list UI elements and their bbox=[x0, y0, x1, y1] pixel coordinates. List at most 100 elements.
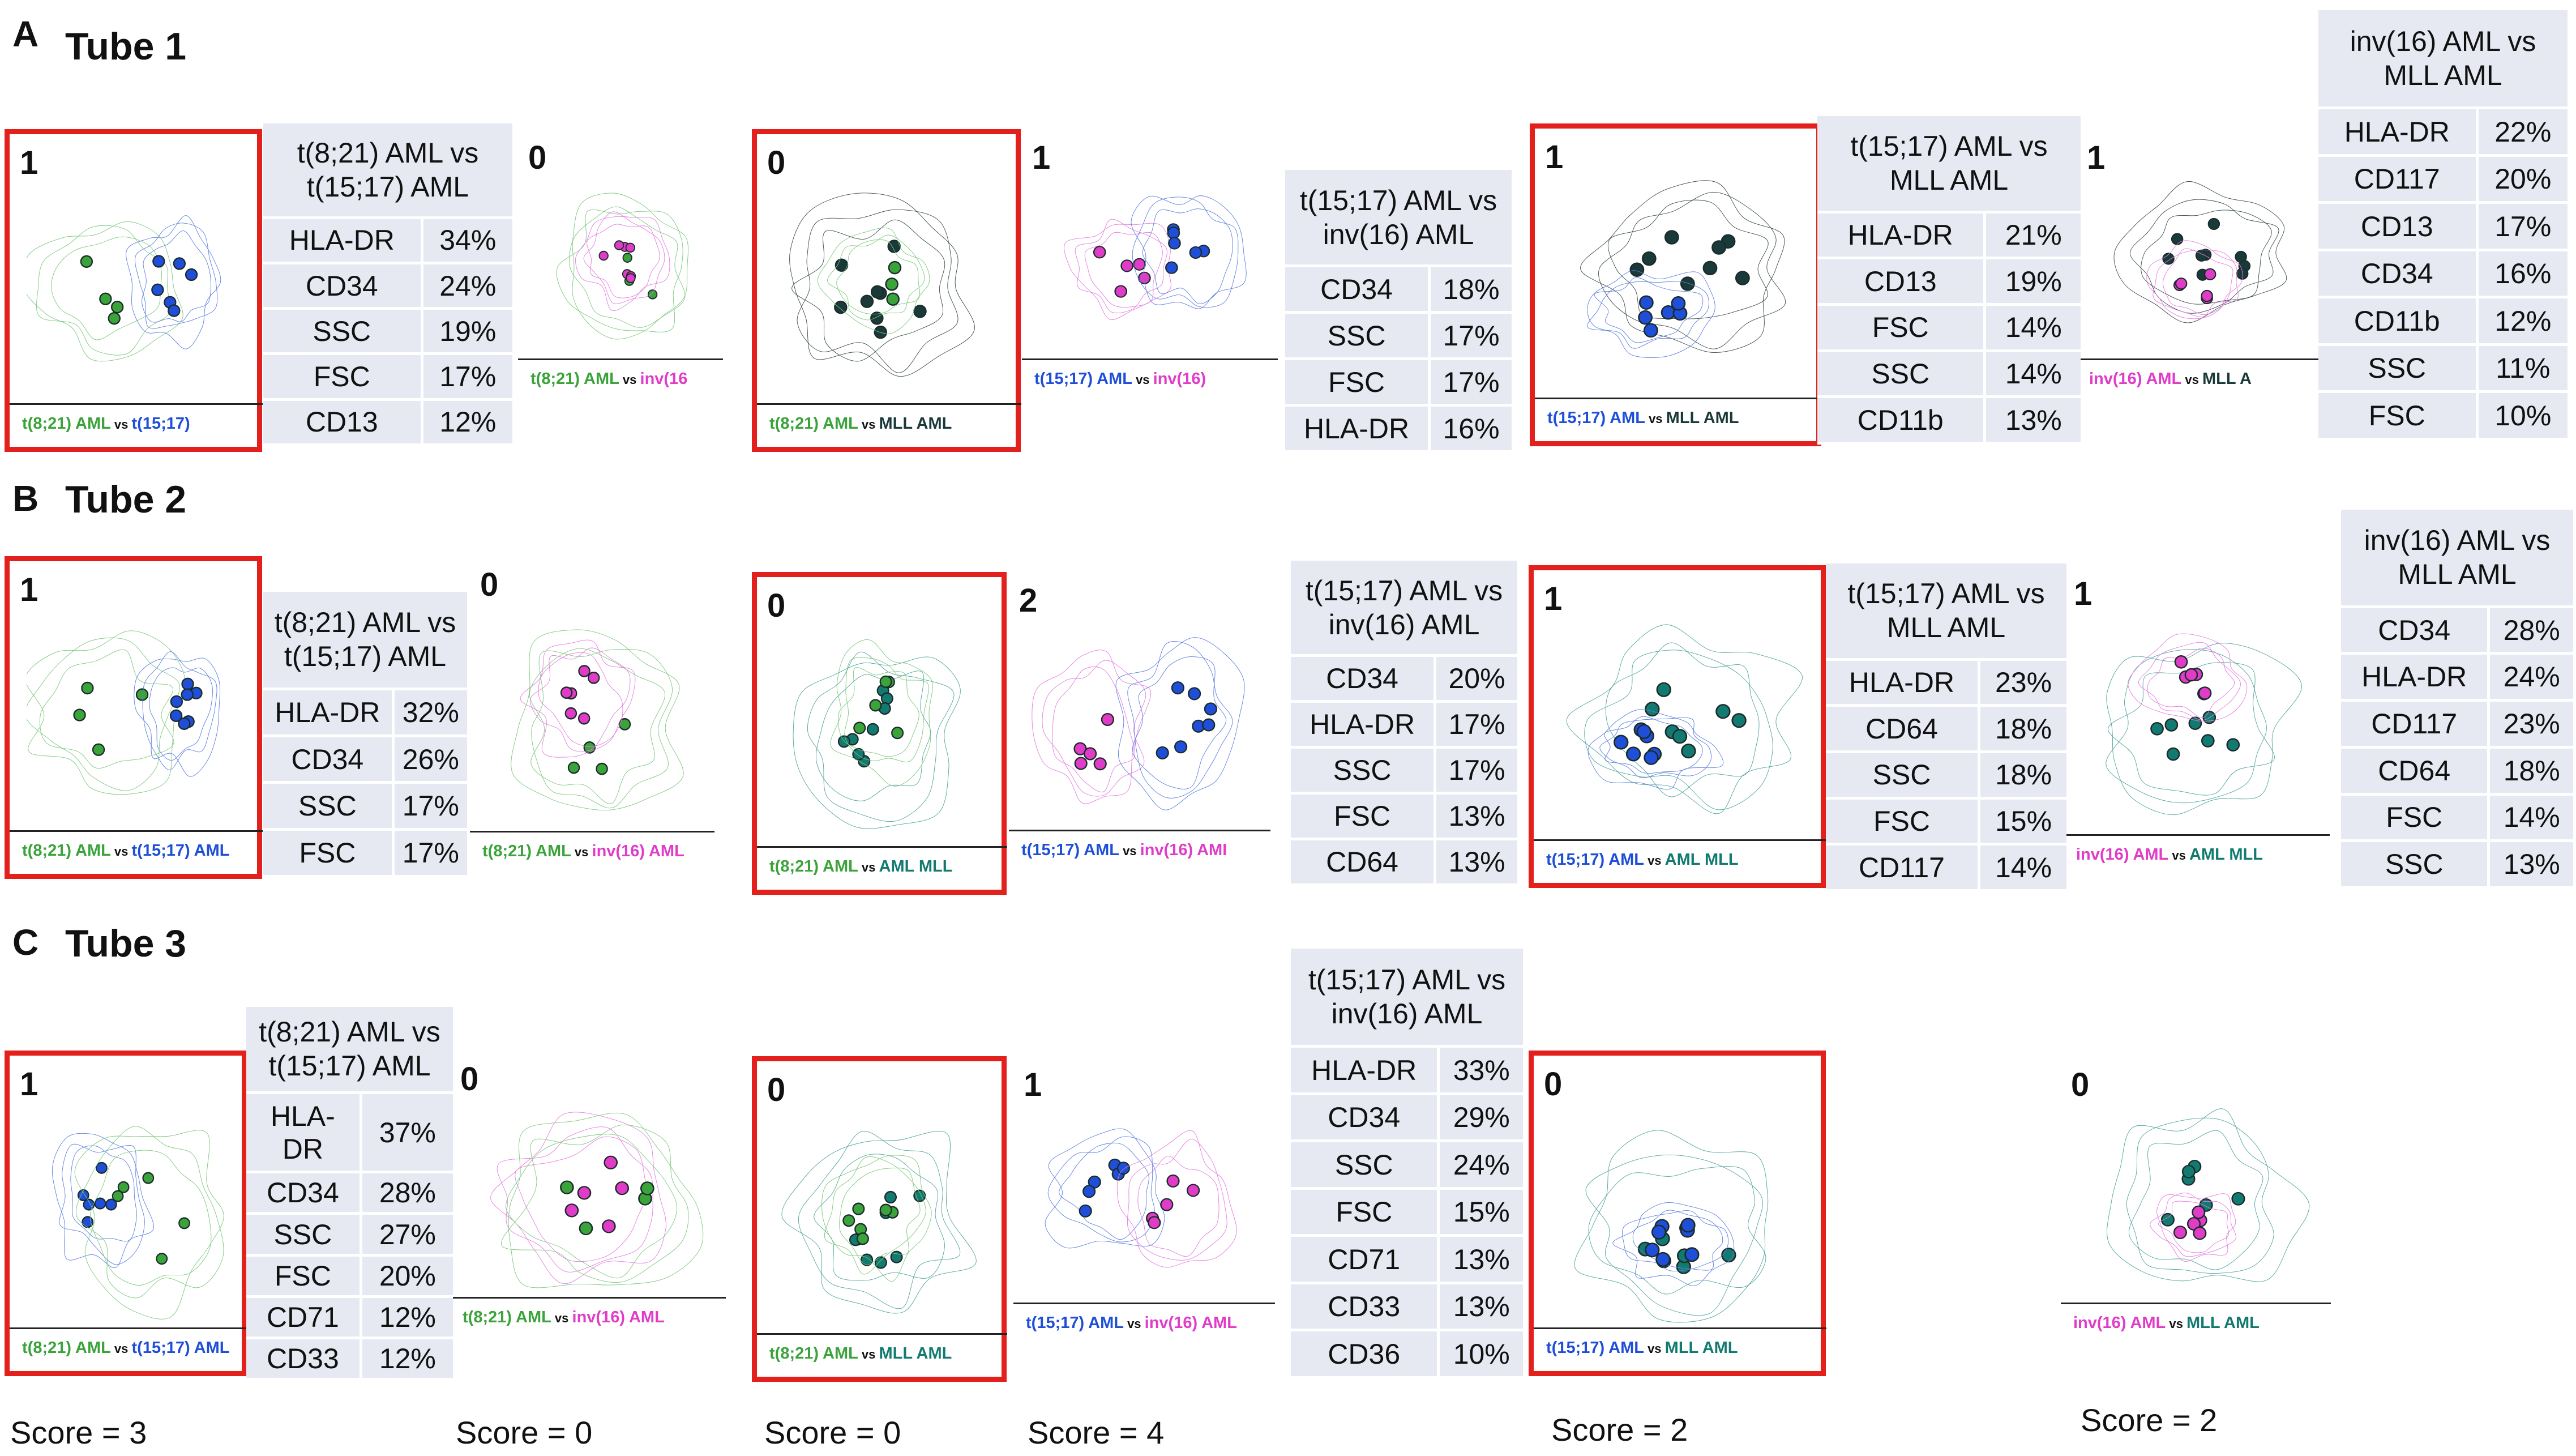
marker-name: HLA-DR bbox=[2318, 108, 2479, 157]
marker-percent: 18% bbox=[1979, 705, 2066, 753]
similarity-panel: 1 t(8;21) AML vs t(15;17) AML bbox=[5, 556, 263, 879]
density-contour bbox=[1586, 1155, 1762, 1315]
density-contour bbox=[792, 220, 945, 361]
cluster-centroid bbox=[1656, 682, 1671, 697]
cluster-centroid bbox=[869, 699, 882, 712]
density-contour bbox=[1587, 281, 1709, 348]
marker-name: CD34 bbox=[2318, 250, 2479, 299]
cluster-centroid bbox=[625, 242, 635, 253]
marker-percent: 19% bbox=[1984, 258, 2081, 306]
cluster-centroid bbox=[861, 1253, 874, 1266]
density-contour bbox=[1048, 1137, 1154, 1242]
plot-caption: inv(16) AML vs AML MLL bbox=[2076, 846, 2263, 864]
cluster-centroid bbox=[834, 300, 848, 314]
marker-percent: 13% bbox=[1438, 1235, 1523, 1284]
score-6: Score = 2 bbox=[2081, 1402, 2218, 1438]
panel-score: 1 bbox=[20, 1066, 38, 1103]
marker-name: CD34 bbox=[1291, 655, 1437, 703]
cluster-centroid bbox=[2162, 253, 2175, 265]
caption-segment: vs bbox=[110, 417, 132, 432]
marker-percent: 17% bbox=[2477, 202, 2568, 251]
caption-segment: t(15;17) bbox=[131, 415, 190, 433]
cluster-centroid bbox=[1165, 261, 1178, 274]
caption-segment: AML MLL bbox=[2189, 846, 2263, 864]
plot-axis bbox=[450, 1297, 726, 1299]
marker-percent: 33% bbox=[1438, 1046, 1523, 1095]
cluster-centroid bbox=[1614, 735, 1629, 750]
caption-segment: MLL AML bbox=[879, 1344, 952, 1363]
cluster-centroid bbox=[1629, 262, 1645, 277]
caption-segment: inv(16) AML bbox=[592, 842, 684, 860]
marker-name: FSC bbox=[246, 1255, 362, 1298]
density-contour bbox=[126, 216, 221, 349]
density-contour bbox=[2150, 1193, 2236, 1257]
caption-segment: t(8;21) AML bbox=[530, 370, 619, 388]
cluster-centroid bbox=[1082, 1185, 1096, 1198]
density-contour bbox=[1128, 642, 1233, 799]
cluster-centroid bbox=[1188, 687, 1201, 701]
cluster-centroid bbox=[1664, 230, 1679, 245]
density-contour bbox=[2158, 1201, 2228, 1253]
contour-plot bbox=[1026, 617, 1252, 832]
similarity-panel: 1 t(8;21) AML vs t(15;17) AML bbox=[5, 1051, 247, 1376]
caption-segment: vs bbox=[551, 1311, 572, 1325]
cluster-centroid bbox=[1684, 1247, 1700, 1262]
marker-name: HLA-DR bbox=[263, 689, 395, 737]
panel-score: 1 bbox=[1032, 139, 1051, 176]
density-contour bbox=[497, 1127, 653, 1273]
similarity-panel: 0 t(8;21) AML vs MLL AML bbox=[752, 129, 1021, 452]
marker-percent: 27% bbox=[361, 1213, 453, 1257]
cluster-centroid bbox=[1638, 295, 1654, 310]
contour-plot bbox=[774, 180, 1003, 406]
marker-percent: 18% bbox=[1429, 266, 1512, 314]
cluster-centroid bbox=[866, 723, 879, 736]
cluster-centroid bbox=[77, 1189, 89, 1201]
density-contour bbox=[587, 224, 660, 298]
plot-axis bbox=[1013, 1303, 1275, 1304]
cluster-centroid bbox=[577, 712, 590, 725]
density-contour bbox=[532, 649, 673, 808]
density-contour bbox=[2114, 181, 2287, 323]
cluster-centroid bbox=[640, 1181, 654, 1195]
density-contour bbox=[75, 1130, 224, 1320]
contour-plot bbox=[27, 1101, 229, 1330]
table-row: FSC 15% bbox=[1291, 1188, 1523, 1237]
table-row: FSC 13% bbox=[1291, 793, 1517, 840]
cluster-centroid bbox=[2150, 721, 2164, 736]
plot-axis bbox=[470, 831, 714, 832]
density-contour bbox=[1117, 1130, 1236, 1267]
marker-percent: 24% bbox=[2488, 653, 2573, 702]
cluster-centroid bbox=[1133, 258, 1146, 271]
marker-name: CD13 bbox=[2318, 202, 2479, 251]
similarity-panel: 1 t(8;21) AML vs t(15;17) bbox=[5, 129, 263, 452]
density-contour bbox=[1132, 657, 1226, 789]
contour-plot bbox=[774, 1107, 989, 1336]
caption-segment: t(8;21) AML bbox=[482, 842, 571, 860]
cluster-centroid bbox=[1074, 757, 1088, 770]
marker-name: FSC bbox=[1826, 798, 1980, 846]
marker-name: HLA-DR bbox=[246, 1092, 362, 1174]
caption-segment: vs bbox=[619, 373, 640, 387]
contour-plot bbox=[27, 607, 245, 833]
density-contour bbox=[1604, 716, 1703, 773]
marker-name: CD34 bbox=[246, 1172, 362, 1215]
table-row: CD34 28% bbox=[246, 1172, 453, 1215]
density-contour bbox=[1131, 196, 1246, 309]
density-contour bbox=[71, 1146, 137, 1241]
density-contour bbox=[508, 1113, 703, 1288]
cluster-centroid bbox=[2202, 710, 2216, 724]
table-header: t(15;17) AML vs MLL AML bbox=[1826, 563, 2066, 661]
cluster-centroid bbox=[1189, 246, 1203, 259]
cluster-centroid bbox=[1711, 240, 1726, 255]
density-contour bbox=[831, 640, 932, 787]
marker-name: CD33 bbox=[1291, 1283, 1440, 1332]
panel-score: 1 bbox=[1545, 139, 1564, 176]
table-row: SSC 17% bbox=[1285, 312, 1512, 361]
table-row: FSC 14% bbox=[1817, 304, 2081, 352]
cluster-centroid bbox=[81, 681, 94, 695]
marker-percent: 15% bbox=[1979, 798, 2066, 846]
cluster-centroid bbox=[618, 718, 631, 731]
cluster-centroid bbox=[888, 261, 902, 275]
plot-caption: t(15;17) AML vs MLL AML bbox=[1547, 409, 1739, 428]
marker-name: HLA-DR bbox=[1291, 1046, 1440, 1095]
